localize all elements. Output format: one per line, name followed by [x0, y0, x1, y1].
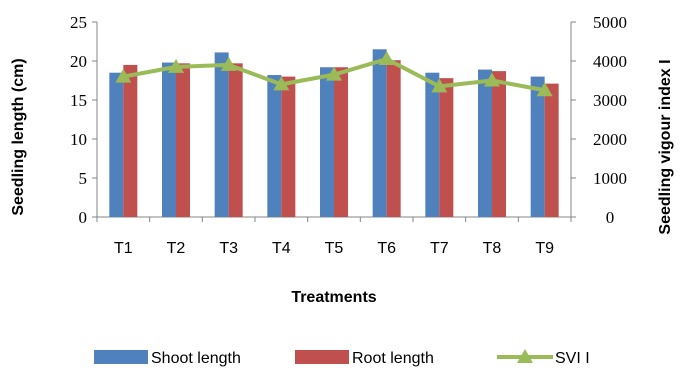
x-tick-label: T2 — [167, 240, 186, 257]
data-point-svi-i — [115, 68, 132, 83]
y2-tick-label: 4000 — [593, 52, 627, 71]
x-tick-label: T5 — [325, 240, 344, 257]
legend-marker-svi-i — [517, 349, 533, 363]
bar-shoot-length — [267, 75, 282, 217]
bar-root-length — [228, 63, 243, 218]
bar-shoot-length — [162, 62, 176, 218]
bar-root-length — [281, 76, 296, 217]
y-tick-label: 10 — [70, 130, 87, 149]
y-tick-label: 0 — [79, 208, 88, 227]
x-tick-label: T4 — [272, 240, 291, 257]
bar-root-length — [334, 67, 348, 218]
legend-swatch-root-length — [295, 350, 349, 364]
data-point-svi-i — [168, 58, 184, 73]
data-point-svi-i — [484, 72, 500, 87]
legend-label-shoot-length: Shoot length — [151, 350, 241, 367]
y2-tick-label: 5000 — [593, 13, 627, 32]
y2-axis-title: Seedling vigour index I — [657, 59, 674, 234]
legend-label-svi-i: SVI I — [555, 350, 590, 367]
data-point-svi-i — [273, 76, 290, 91]
legend-label-root-length: Root length — [352, 350, 434, 367]
bar-shoot-length — [478, 69, 492, 217]
data-point-svi-i — [431, 78, 448, 93]
bar-shoot-length — [425, 72, 440, 217]
y2-tick-label: 2000 — [593, 130, 627, 149]
data-point-svi-i — [536, 82, 553, 97]
y-tick-label: 15 — [70, 91, 87, 110]
data-point-svi-i — [326, 66, 342, 81]
y2-tick-label: 0 — [606, 208, 615, 227]
x-tick-label: T9 — [535, 240, 554, 257]
bar-shoot-length — [320, 67, 334, 218]
x-axis-title: Treatments — [291, 289, 376, 306]
y-tick-label: 20 — [70, 52, 87, 71]
bar-root-length — [176, 63, 190, 218]
y2-tick-label: 3000 — [593, 91, 627, 110]
y-tick-label: 25 — [70, 13, 87, 32]
bar-shoot-length — [372, 49, 387, 217]
y-axis-title: Seedling length (cm) — [10, 58, 27, 215]
data-point-svi-i — [220, 56, 237, 71]
data-point-svi-i — [378, 51, 395, 66]
legend-swatch-shoot-length — [94, 350, 148, 364]
y2-tick-label: 1000 — [593, 169, 627, 188]
x-tick-label: T7 — [430, 240, 449, 257]
y-tick-label: 5 — [79, 169, 88, 188]
x-tick-label: T3 — [219, 240, 238, 257]
bar-shoot-length — [214, 52, 229, 217]
bar-shoot-length — [530, 76, 545, 217]
bar-root-length — [439, 78, 454, 217]
x-tick-label: T6 — [377, 240, 396, 257]
bar-root-length — [386, 60, 401, 217]
bar-root-length — [123, 64, 138, 218]
x-tick-label: T1 — [114, 240, 133, 257]
bar-shoot-length — [109, 72, 124, 217]
bar-root-length — [492, 71, 506, 217]
x-tick-label: T8 — [483, 240, 502, 257]
bar-root-length — [544, 83, 559, 218]
